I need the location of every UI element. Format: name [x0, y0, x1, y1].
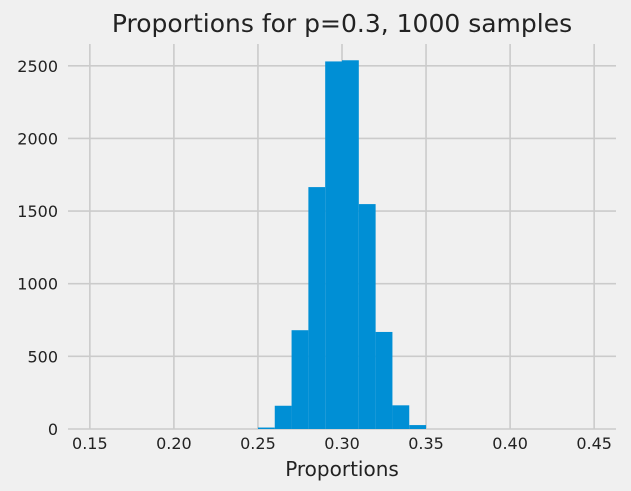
y-tick-label: 0: [48, 420, 58, 439]
histogram-bar: [257, 427, 275, 429]
x-tick-label: 0.20: [156, 434, 192, 453]
histogram-bar: [375, 331, 393, 429]
y-tick-label: 2000: [17, 129, 58, 148]
y-tick-label: 1000: [17, 275, 58, 294]
x-tick-label: 0.30: [324, 434, 360, 453]
x-tick-label: 0.35: [408, 434, 444, 453]
x-tick-label: 0.15: [72, 434, 108, 453]
histogram-bar: [325, 61, 342, 430]
histogram-bars: [257, 60, 427, 430]
histogram-bar: [358, 204, 376, 429]
histogram-bar: [409, 425, 427, 429]
histogram-bar: [342, 60, 359, 429]
x-axis-label: Proportions: [285, 457, 399, 481]
histogram-bar: [308, 187, 326, 429]
y-tick-labels: 0 500 1000 1500 2000 2500: [17, 57, 58, 439]
x-tick-labels: 0.15 0.20 0.25 0.30 0.35 0.40 0.45: [72, 434, 612, 453]
y-tick-label: 500: [27, 347, 58, 366]
histogram-bar: [291, 330, 309, 429]
y-tick-label: 1500: [17, 202, 58, 221]
x-tick-label: 0.25: [240, 434, 276, 453]
y-tick-label: 2500: [17, 57, 58, 76]
x-tick-label: 0.40: [492, 434, 528, 453]
x-tick-label: 0.45: [576, 434, 612, 453]
histogram-bar: [392, 405, 410, 429]
histogram-bar: [274, 405, 292, 429]
chart-title: Proportions for p=0.3, 1000 samples: [112, 9, 572, 38]
